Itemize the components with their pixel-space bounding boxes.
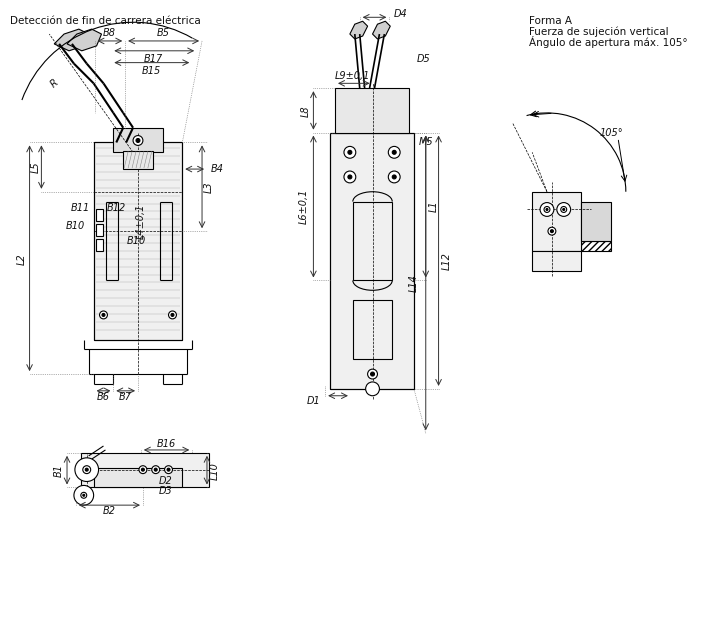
Text: L2: L2: [17, 253, 27, 265]
Text: B8: B8: [103, 28, 116, 38]
Polygon shape: [55, 29, 89, 51]
Text: L8: L8: [300, 105, 310, 117]
Circle shape: [167, 468, 170, 471]
Circle shape: [136, 138, 140, 143]
Polygon shape: [67, 29, 102, 51]
Circle shape: [344, 171, 356, 183]
Text: L12: L12: [441, 252, 451, 270]
Circle shape: [139, 466, 147, 474]
Text: B10: B10: [65, 221, 84, 231]
Circle shape: [154, 468, 157, 471]
Circle shape: [169, 311, 177, 319]
Circle shape: [348, 150, 352, 154]
Text: D2: D2: [158, 477, 172, 487]
Bar: [81, 453, 209, 487]
Text: L9±0,1: L9±0,1: [335, 71, 371, 81]
Bar: [113, 128, 163, 153]
Circle shape: [344, 146, 356, 158]
Bar: [330, 133, 414, 389]
Text: B15: B15: [142, 66, 161, 76]
Circle shape: [75, 458, 99, 482]
Circle shape: [142, 468, 145, 471]
Text: Fuerza de sujeción vertical: Fuerza de sujeción vertical: [529, 26, 669, 37]
Circle shape: [563, 208, 565, 210]
Circle shape: [540, 203, 554, 216]
Bar: [532, 192, 582, 251]
Circle shape: [393, 150, 396, 154]
Text: B16: B16: [157, 439, 176, 449]
Circle shape: [561, 206, 566, 213]
Text: Forma A: Forma A: [529, 16, 572, 26]
Circle shape: [152, 466, 160, 474]
Text: B17: B17: [144, 54, 164, 64]
Text: D5: D5: [417, 54, 430, 64]
Text: R: R: [49, 78, 60, 89]
Circle shape: [85, 468, 88, 471]
Text: D4: D4: [394, 9, 408, 19]
Circle shape: [368, 369, 377, 379]
Text: L10: L10: [210, 462, 220, 480]
Text: B7: B7: [119, 392, 132, 402]
Text: B5: B5: [157, 28, 170, 38]
Bar: [532, 251, 582, 270]
Circle shape: [133, 136, 143, 146]
Text: B1: B1: [54, 464, 64, 477]
Circle shape: [388, 171, 400, 183]
Text: B11: B11: [71, 203, 90, 213]
Text: Detección de fin de carrera eléctrica: Detección de fin de carrera eléctrica: [10, 16, 201, 26]
Text: L4±0,1: L4±0,1: [136, 203, 146, 239]
Circle shape: [83, 466, 91, 474]
Circle shape: [388, 146, 400, 158]
Circle shape: [393, 175, 396, 179]
Text: B2: B2: [103, 506, 116, 516]
Text: L6±0,1: L6±0,1: [299, 189, 308, 224]
Bar: [94, 143, 182, 340]
Bar: [95, 210, 103, 221]
Polygon shape: [582, 241, 611, 251]
Text: D1: D1: [307, 396, 321, 405]
Circle shape: [83, 494, 85, 496]
Text: B12: B12: [107, 203, 126, 213]
Bar: [95, 224, 103, 236]
Text: M5: M5: [419, 138, 433, 148]
Text: 105°: 105°: [599, 128, 623, 138]
Circle shape: [74, 485, 94, 505]
Circle shape: [371, 372, 374, 376]
Circle shape: [550, 229, 553, 232]
Bar: [335, 88, 409, 133]
Circle shape: [81, 492, 87, 498]
Circle shape: [348, 175, 352, 179]
Polygon shape: [350, 21, 368, 39]
Bar: [123, 151, 153, 169]
Text: D3: D3: [158, 486, 172, 497]
Circle shape: [102, 314, 105, 316]
Bar: [582, 202, 611, 241]
Text: B6: B6: [97, 392, 110, 402]
Text: L3: L3: [204, 181, 214, 193]
Bar: [353, 202, 393, 280]
Bar: [95, 239, 103, 251]
Text: B10: B10: [126, 236, 145, 246]
Text: Ángulo de apertura máx. 105°: Ángulo de apertura máx. 105°: [529, 36, 688, 48]
Circle shape: [100, 311, 108, 319]
Circle shape: [557, 203, 571, 216]
Text: B4: B4: [210, 164, 223, 174]
Text: L1: L1: [429, 201, 438, 212]
Polygon shape: [372, 21, 390, 39]
Circle shape: [546, 208, 548, 210]
Circle shape: [366, 382, 379, 396]
Circle shape: [164, 466, 172, 474]
Circle shape: [548, 227, 556, 235]
Bar: [94, 467, 182, 487]
Circle shape: [544, 206, 550, 213]
Circle shape: [171, 314, 174, 316]
Text: L5: L5: [31, 161, 41, 173]
Text: L14: L14: [409, 275, 419, 292]
Bar: [353, 300, 393, 359]
